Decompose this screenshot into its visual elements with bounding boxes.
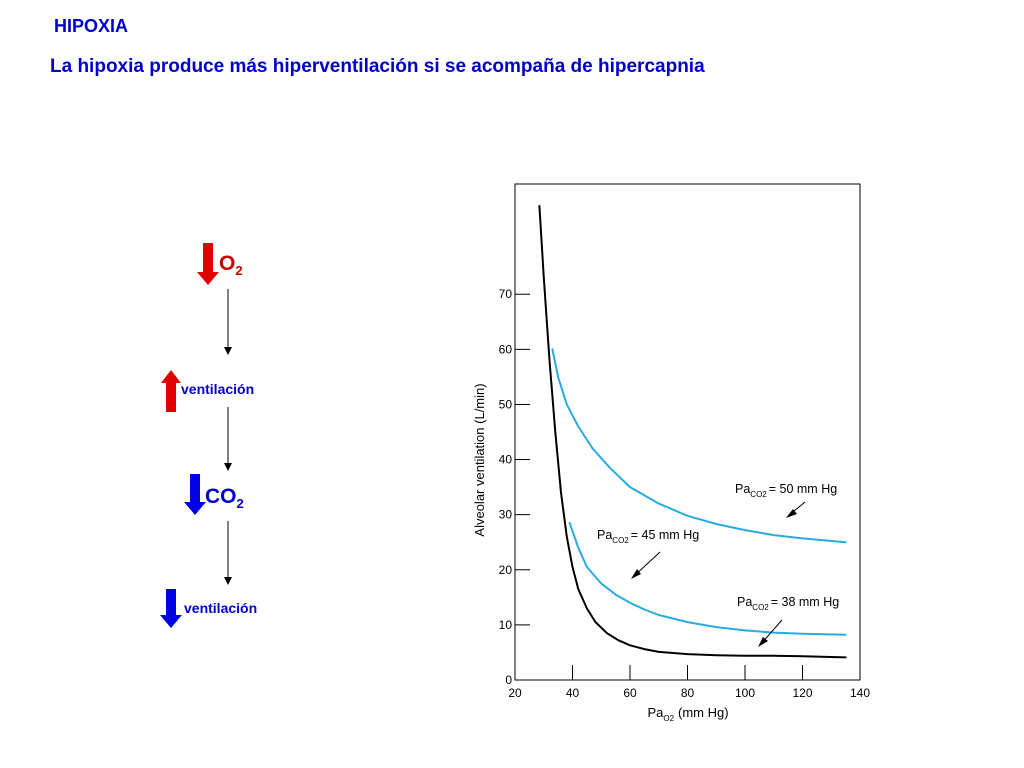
series-label-45-main: Pa [597, 528, 612, 542]
o2-subscript: 2 [235, 263, 243, 278]
series-label-50: PaCO2 = 50 mm Hg [735, 482, 837, 499]
series-label-38-main: Pa [737, 595, 752, 609]
co2-down-arrow-icon [184, 474, 206, 515]
y-tick-label-60: 60 [499, 342, 513, 356]
o2-main: O [219, 252, 236, 275]
x-tick-label-80: 80 [681, 686, 695, 700]
x-axis-label-main: Pa [647, 705, 664, 720]
o2-label: O2 [219, 252, 243, 278]
series-label-45: PaCO2 = 45 mm Hg [597, 528, 699, 545]
series-line-1 [568, 521, 847, 636]
series-label-45-rest: = 45 mm Hg [631, 528, 699, 542]
ventilation-down-arrow-icon [160, 589, 182, 628]
series-label-50-rest: = 50 mm Hg [769, 482, 837, 496]
x-tick-label-100: 100 [735, 686, 755, 700]
co2-subscript: 2 [236, 496, 244, 511]
series-label-38-rest: = 38 mm Hg [771, 595, 839, 609]
x-tick-label-60: 60 [623, 686, 637, 700]
x-tick-label-20: 20 [508, 686, 522, 700]
flow-connector-3-head [224, 577, 232, 585]
x-axis-label: PaO2 (mm Hg) [647, 705, 728, 723]
co2-main: CO [205, 485, 237, 508]
series-label-45-sub: CO2 [612, 536, 629, 545]
series-label-50-main: Pa [735, 482, 750, 496]
x-tick-label-40: 40 [566, 686, 580, 700]
series-line-0 [538, 205, 847, 659]
series-label-38-sub: CO2 [752, 603, 769, 612]
ventilation-up-label: ventilación [181, 381, 255, 397]
flow-connector-1-head [224, 347, 232, 355]
series-label-50-sub: CO2 [750, 490, 767, 499]
x-axis-ticks: 20 40 60 80 100 120 140 [508, 665, 870, 700]
y-tick-label-30: 30 [499, 508, 513, 522]
flow-diagram [160, 243, 232, 628]
y-tick-label-50: 50 [499, 397, 513, 411]
series-label-50-pointer-head [786, 509, 797, 518]
y-tick-label-70: 70 [499, 287, 513, 301]
o2-down-arrow-icon [197, 243, 219, 285]
series-line-2 [551, 348, 847, 544]
y-axis-label: Alveolar ventilation (L/min) [472, 383, 487, 536]
x-tick-label-120: 120 [792, 686, 812, 700]
series-lines [538, 205, 847, 659]
series-label-38-pointer-head [758, 637, 768, 647]
x-tick-label-140: 140 [850, 686, 870, 700]
x-axis-label-sub: O2 [663, 714, 674, 723]
flow-connector-2-head [224, 463, 232, 471]
y-tick-label-0: 0 [505, 673, 512, 687]
slide-title: HIPOXIA [54, 16, 129, 36]
ventilation-up-arrow-icon [161, 370, 181, 412]
slide-subtitle: La hipoxia produce más hiperventilación … [50, 56, 705, 77]
x-axis-label-unit: (mm Hg) [678, 705, 729, 720]
series-label-45-pointer-head [631, 569, 641, 579]
y-tick-label-10: 10 [499, 618, 513, 632]
co2-label: CO2 [205, 485, 244, 511]
ventilation-down-label: ventilación [184, 600, 258, 616]
ventilation-chart: 0 10 20 30 40 50 60 70 20 40 60 80 100 120 140 Alveol… [472, 183, 870, 723]
y-tick-label-40: 40 [499, 453, 513, 467]
series-label-38: PaCO2 = 38 mm Hg [737, 595, 839, 612]
y-tick-label-20: 20 [499, 563, 513, 577]
y-axis-ticks: 0 10 20 30 40 50 60 70 [499, 287, 530, 687]
